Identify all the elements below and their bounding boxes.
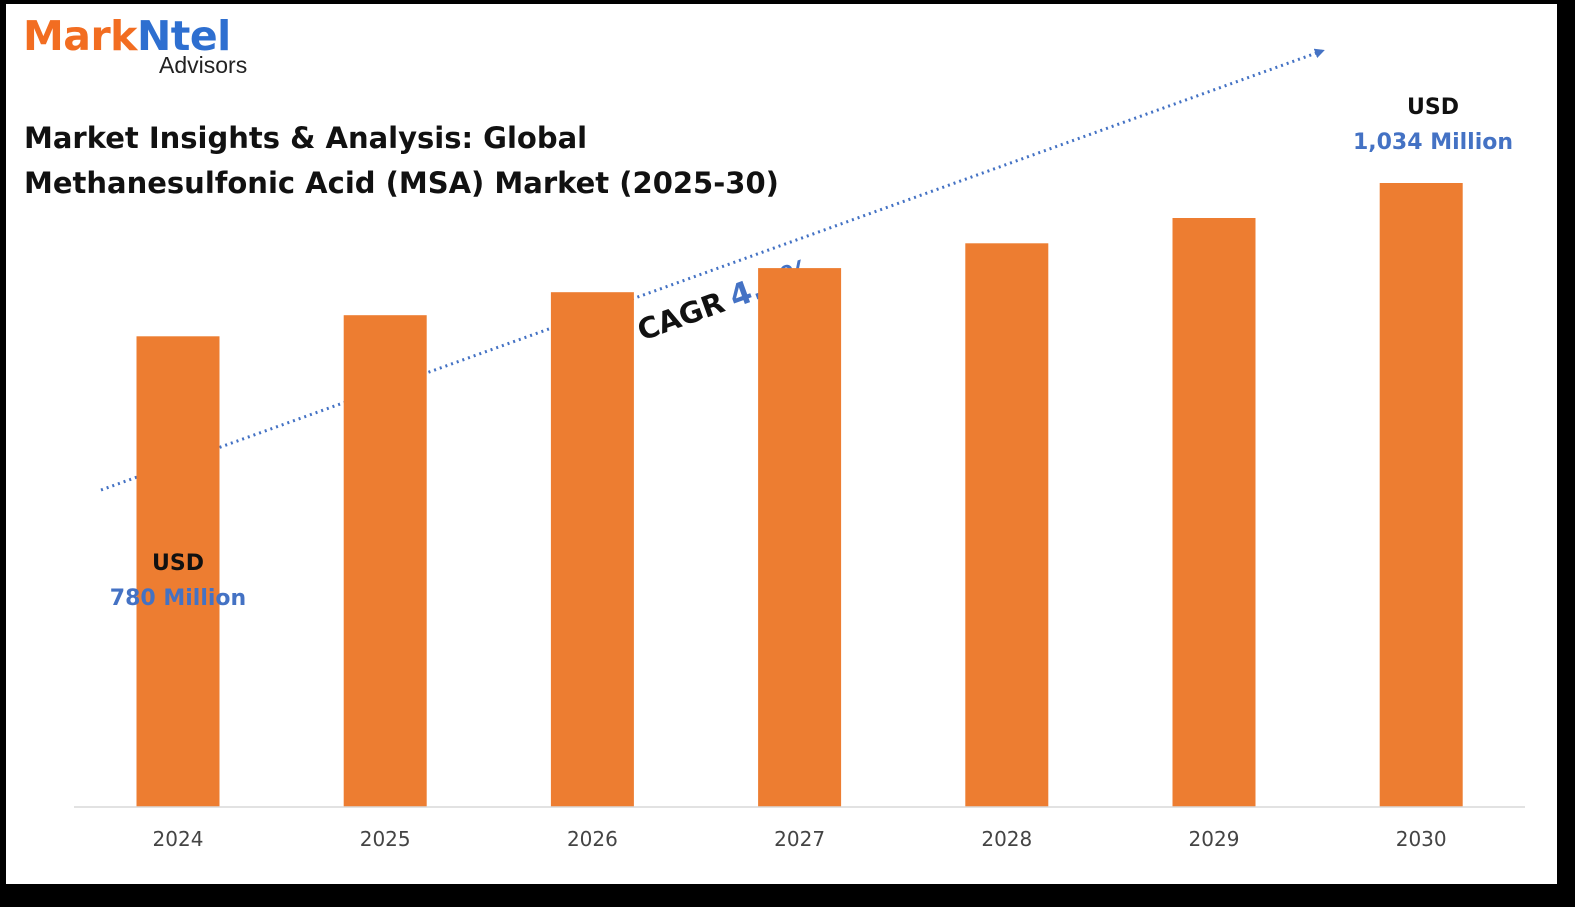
brand-logo: MarkNtel Advisors [23, 12, 247, 78]
chart-title: Market Insights & Analysis: Global Metha… [24, 121, 779, 200]
end-value-label: 1,034 Million [1353, 130, 1513, 155]
x-tick-label-2025: 2025 [360, 827, 411, 851]
end-value-currency: USD [1407, 95, 1459, 120]
cagr-label-text: CAGR [633, 285, 729, 347]
bar-series [136, 183, 1463, 808]
x-tick-label-2030: 2030 [1396, 827, 1447, 851]
x-tick-label-2028: 2028 [981, 827, 1032, 851]
start-value-currency: USD [152, 551, 204, 576]
start-value-label: 780 Million [110, 586, 246, 611]
x-tick-label-2024: 2024 [153, 827, 204, 851]
x-tick-label-2027: 2027 [774, 827, 825, 851]
brand-name-part2: Ntel [136, 12, 231, 60]
chart-card: MarkNtel Advisors Market Insights & Anal… [6, 4, 1557, 884]
brand-subtitle: Advisors [159, 52, 248, 78]
cagr-trend-arrow [100, 48, 1325, 492]
x-tick-label-2029: 2029 [1189, 827, 1240, 851]
bar-2030 [1379, 183, 1463, 807]
bar-2024 [136, 336, 220, 807]
bar-2029 [1172, 218, 1256, 807]
bar-2026 [550, 292, 634, 807]
brand-wordmark: MarkNtel [23, 12, 247, 60]
bar-2027 [758, 268, 842, 808]
brand-name-part1: Mark [23, 12, 137, 60]
x-tick-label-2026: 2026 [567, 827, 618, 851]
bar-2028 [965, 243, 1049, 808]
x-axis-ticks: 2024 2025 2026 2027 2028 2029 2030 [153, 827, 1447, 851]
bar-2025 [343, 315, 427, 807]
